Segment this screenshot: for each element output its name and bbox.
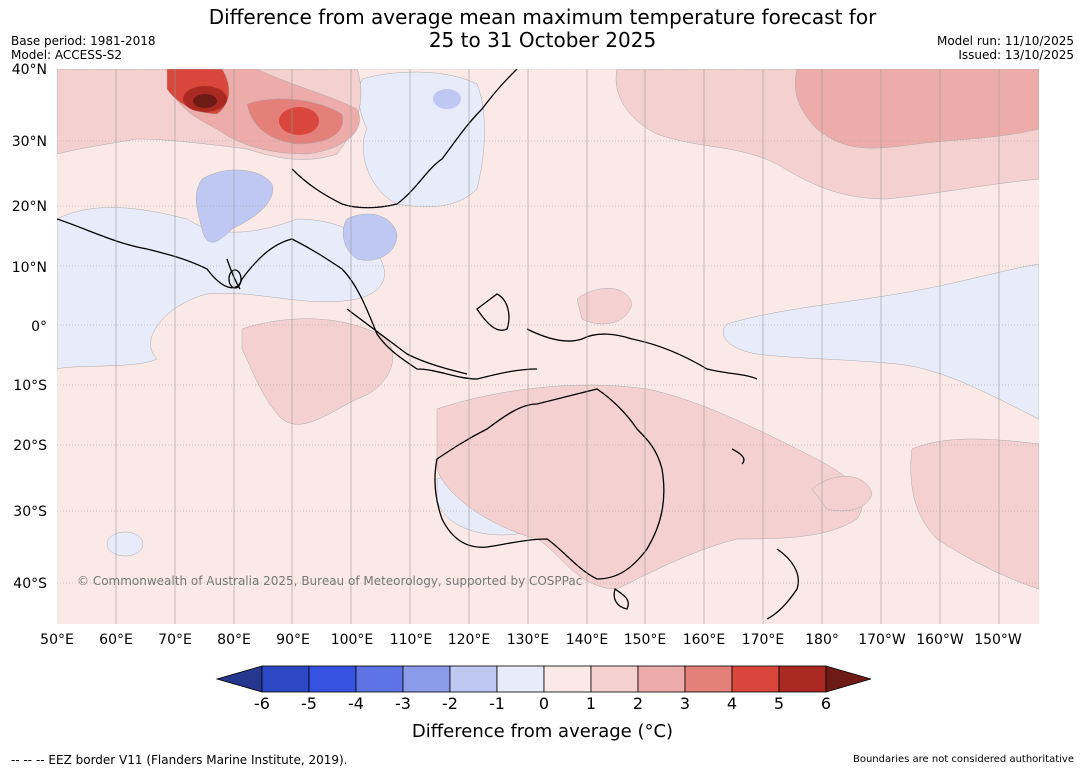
latitude-label: 10°S [13, 378, 47, 394]
colorbar-tick-label: 1 [585, 694, 597, 713]
title-line-1: Difference from average mean maximum tem… [208, 5, 877, 29]
model-run: Model run: 11/10/2025 [936, 34, 1074, 48]
latitude-label: 20°N [11, 199, 47, 215]
colorbar-tick-label: -5 [301, 694, 317, 713]
colorbar-tick-label: -6 [254, 694, 270, 713]
latitude-label: 40°S [13, 576, 47, 592]
temperature-anomaly-map [56, 68, 1040, 624]
longitude-label: 130°E [506, 632, 550, 648]
latitude-label: 0° [31, 319, 47, 335]
boundaries-note: Boundaries are not considered authoritat… [852, 754, 1074, 765]
longitude-label: 80°E [217, 632, 251, 648]
colorbar-cell [449, 665, 498, 693]
longitude-label: 100°E [330, 632, 374, 648]
warm-australia-region [436, 384, 863, 590]
latitude-label: 10°N [11, 260, 47, 276]
warm-kashmir-max [193, 94, 217, 108]
colorbar-cell [778, 665, 827, 693]
colorbar-tick-label: 0 [538, 694, 550, 713]
longitude-label: 150°E [623, 632, 667, 648]
colorbar-cell [308, 665, 357, 693]
warm-indian-ocean-region [241, 318, 394, 425]
warm-north-pacific-core [794, 68, 1040, 149]
longitude-label: 70°E [158, 632, 192, 648]
latitude-label: 30°N [11, 134, 47, 150]
longitude-label: 110°E [389, 632, 433, 648]
warm-tibet-peak [279, 107, 319, 135]
longitude-label: 160°E [682, 632, 726, 648]
cool-east-asia-region [358, 71, 485, 207]
longitude-label: 150°W [974, 632, 1022, 648]
longitude-label: 140°E [565, 632, 609, 648]
longitude-label: 90°E [276, 632, 310, 648]
colorbar-cell [543, 665, 592, 693]
latitude-label: 30°S [13, 504, 47, 520]
base-period: Base period: 1981-2018 [11, 34, 156, 48]
latitude-label: 40°N [11, 62, 47, 78]
longitude-label: 50°E [40, 632, 74, 648]
colorbar-tick-label: 5 [773, 694, 785, 713]
colorbar-tick-label: 4 [726, 694, 738, 713]
colorbar-cell [355, 665, 404, 693]
map-canvas [56, 68, 1040, 624]
warm-south-pacific-region [910, 438, 1040, 590]
colorbar-cell [402, 665, 451, 693]
colorbar-cell [496, 665, 545, 693]
title-line-2: 25 to 31 October 2025 [428, 28, 657, 52]
cool-south-indian-spot [106, 531, 144, 557]
colorbar-tick-label: -4 [348, 694, 364, 713]
meridians [115, 69, 1000, 624]
colorbar-extend-high [825, 665, 871, 693]
colorbar-extend-low [215, 665, 263, 693]
colorbar-cell [590, 665, 639, 693]
colorbar [215, 665, 871, 693]
colorbar-tick-label: 2 [632, 694, 644, 713]
longitude-label: 170°E [741, 632, 785, 648]
cool-tibet-spot [433, 89, 461, 109]
colorbar-label: Difference from average (°C) [411, 721, 674, 742]
warm-equatorial-pacific-spot [576, 288, 633, 325]
longitude-label: 120°E [447, 632, 491, 648]
colorbar-cell [637, 665, 686, 693]
longitude-label: 180° [805, 632, 839, 648]
longitude-label: 170°W [858, 632, 906, 648]
colorbar-tick-label: -3 [395, 694, 411, 713]
colorbar-tick-label: 3 [679, 694, 691, 713]
latitude-label: 20°S [13, 438, 47, 454]
issued-date: Issued: 13/10/2025 [958, 48, 1074, 62]
colorbar-tick-label: -2 [442, 694, 458, 713]
copyright-notice: © Commonwealth of Australia 2025, Bureau… [77, 574, 583, 588]
colorbar-cell [261, 665, 310, 693]
colorbar-tick-label: -1 [489, 694, 505, 713]
model-name: Model: ACCESS-S2 [11, 48, 123, 62]
colorbar-cell [684, 665, 733, 693]
longitude-label: 160°W [916, 632, 964, 648]
colorbar-cell [731, 665, 780, 693]
eez-border-note: -- -- -- EEZ border V11 (Flanders Marine… [11, 753, 348, 767]
longitude-label: 60°E [99, 632, 133, 648]
colorbar-tick-label: 6 [820, 694, 832, 713]
cool-indochina-core [342, 213, 398, 261]
